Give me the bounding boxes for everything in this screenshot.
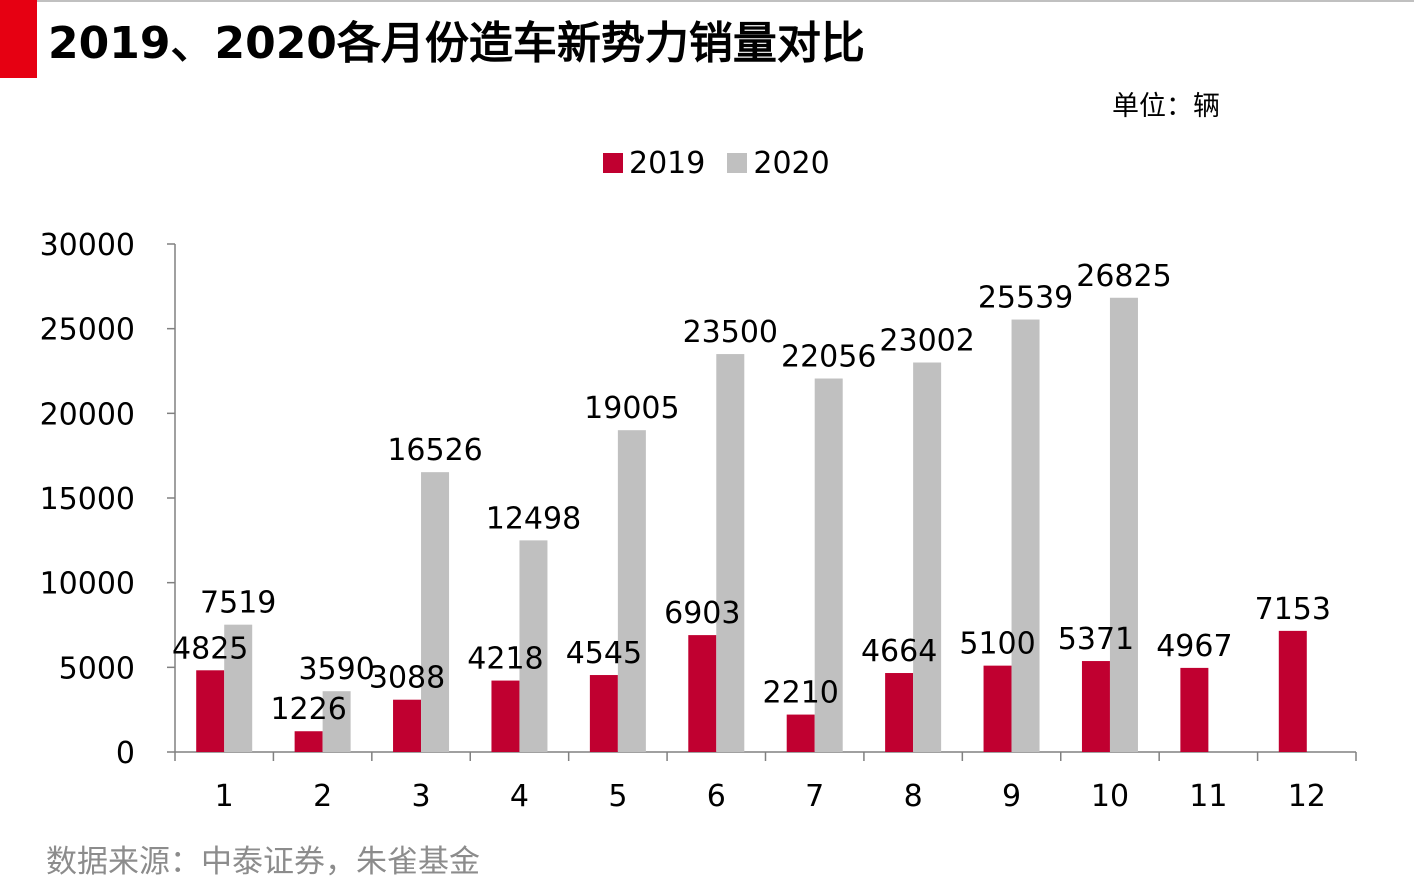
legend-swatch-2019: [603, 153, 623, 173]
title-accent-bar: [0, 0, 37, 78]
source-note: 数据来源：中泰证券，朱雀基金: [46, 844, 480, 880]
x-tick-label: 4: [510, 779, 529, 814]
data-label-2020: 16526: [387, 433, 482, 468]
data-label-2019: 2210: [763, 676, 839, 711]
x-tick-label: 1: [215, 779, 234, 814]
legend-label-2019: 2019: [629, 145, 706, 181]
x-tick-label: 12: [1288, 779, 1326, 814]
data-label-2020: 12498: [486, 501, 581, 536]
x-tick-label: 11: [1189, 779, 1227, 814]
bar-2020-4: [519, 540, 548, 752]
bar-2020-2: [322, 691, 351, 752]
bar-2020-3: [421, 472, 450, 752]
bar-2020-10: [1109, 297, 1138, 752]
data-label-2019: 4218: [467, 642, 543, 677]
bar-2020-1: [224, 624, 253, 752]
x-tick-label: 9: [1002, 779, 1021, 814]
bar-2019-5: [589, 675, 618, 752]
y-tick-label: 20000: [40, 397, 135, 432]
data-label-2020: 7519: [200, 586, 276, 621]
y-tick-label: 25000: [40, 313, 135, 348]
bar-2019-4: [491, 680, 520, 752]
data-label-2019: 6903: [664, 596, 740, 631]
bar-2019-10: [1081, 661, 1110, 752]
x-tick-label: 2: [313, 779, 332, 814]
bars: [196, 297, 1307, 752]
x-tick-label: 3: [411, 779, 430, 814]
bar-2019-1: [196, 670, 225, 752]
data-label-2019: 5100: [959, 627, 1035, 662]
data-label-2019: 4545: [566, 636, 642, 671]
data-label-2020: 19005: [584, 391, 679, 426]
bar-2020-8: [913, 362, 942, 752]
data-labels: 4825 1226 3088 4218 4545 6903 2210 4664 5100 5371…: [172, 259, 1331, 727]
chart-legend: 2019 2020: [603, 143, 852, 183]
data-label-2020: 22056: [781, 340, 876, 375]
legend-swatch-2020: [727, 153, 748, 173]
y-tick-label: 15000: [40, 482, 135, 517]
legend-label-2020: 2020: [753, 145, 830, 181]
bar-2020-9: [1011, 319, 1040, 752]
page-title: 2019、2020各月份造车新势力销量对比: [48, 18, 865, 69]
x-tick-label: 8: [904, 779, 923, 814]
y-tick-label: 30000: [40, 228, 135, 263]
data-label-2019: 4825: [172, 631, 248, 666]
bar-2019-3: [393, 699, 422, 752]
bar-2019-7: [786, 714, 815, 752]
y-tick-label: 5000: [59, 651, 135, 686]
bar-2019-11: [1180, 667, 1209, 752]
x-tick-label: 5: [608, 779, 627, 814]
unit-label: 单位：辆: [1112, 91, 1220, 122]
data-label-2020: 23500: [683, 315, 778, 350]
data-label-2020: 26825: [1076, 259, 1171, 294]
bar-2019-12: [1278, 630, 1307, 752]
x-tick-label: 6: [707, 779, 726, 814]
legend-item-2019: 2019: [603, 146, 705, 181]
bar-2019-9: [983, 665, 1012, 752]
data-label-2019: 7153: [1255, 592, 1331, 627]
bar-2019-6: [688, 635, 717, 752]
data-label-2019: 5371: [1058, 622, 1134, 657]
y-tick-label: 10000: [40, 567, 135, 602]
bar-2019-2: [294, 731, 323, 752]
top-divider: [0, 0, 1414, 2]
bar-2020-5: [617, 430, 646, 752]
data-label-2019: 4664: [861, 634, 937, 669]
bar-2020-6: [716, 354, 745, 752]
y-tick-label: 0: [116, 736, 135, 771]
x-tick-label: 7: [805, 779, 824, 814]
x-axis: 1 2 3 4 5 6 7 8 9 10 11 12: [174, 751, 1357, 814]
bar-2019-8: [885, 673, 914, 752]
data-label-2019: 4967: [1156, 629, 1232, 664]
data-label-2019: 1226: [270, 692, 346, 727]
y-axis: 0 5000 10000 15000 20000 25000 30000: [40, 228, 176, 771]
data-label-2019: 3088: [369, 661, 445, 696]
bar-2020-7: [814, 378, 843, 752]
data-label-2020: 3590: [298, 652, 374, 687]
data-label-2020: 23002: [879, 323, 974, 358]
legend-item-2020: 2020: [727, 145, 830, 181]
x-tick-label: 10: [1091, 779, 1129, 814]
data-label-2020: 25539: [978, 281, 1073, 316]
